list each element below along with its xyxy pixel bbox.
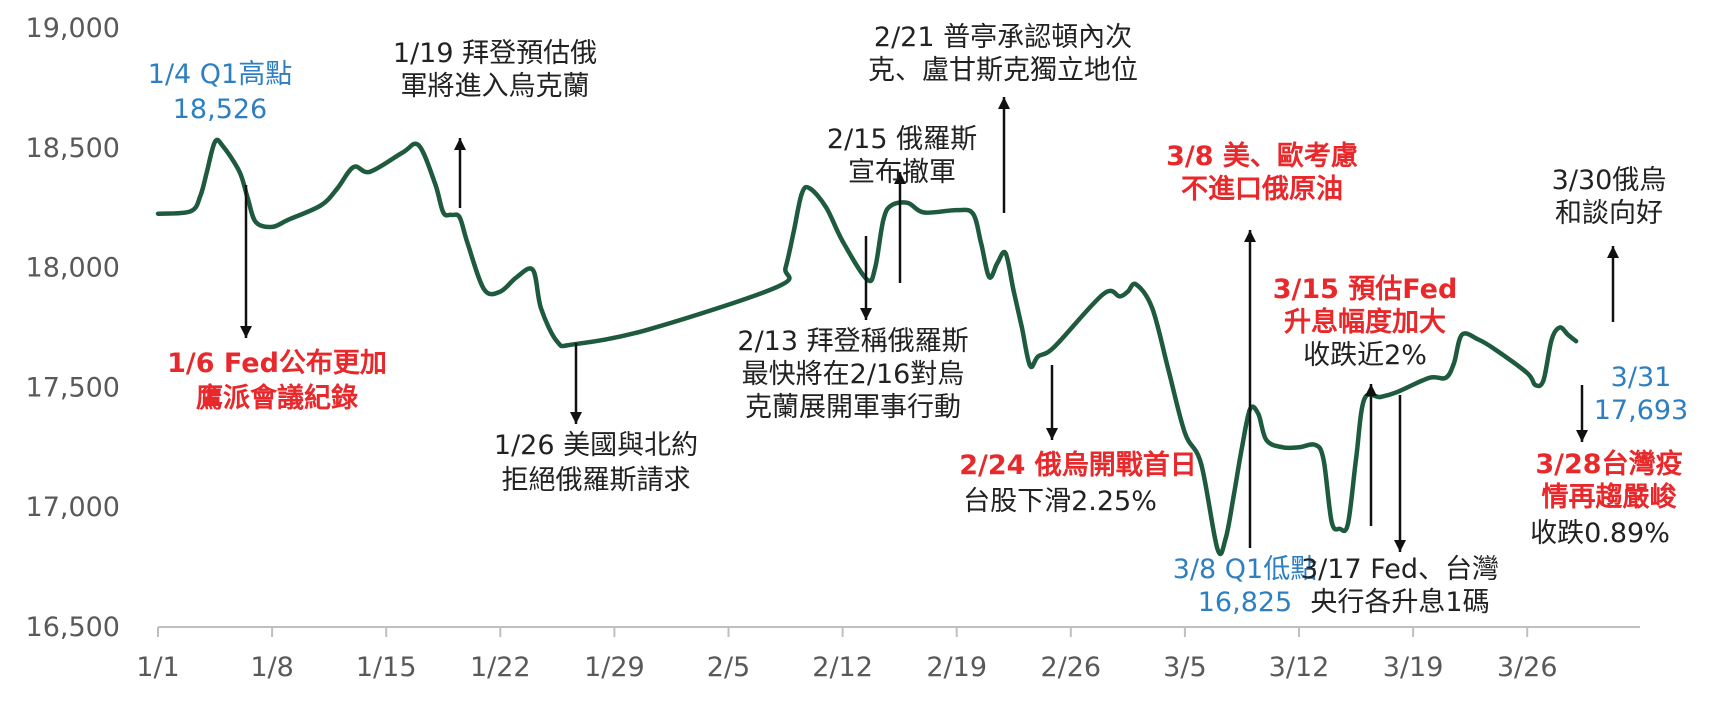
annotation-line: 17,693	[1594, 395, 1688, 426]
annotation-arrow	[860, 236, 872, 320]
x-axis-ticks: 1/1 1/8 1/15 1/22 1/29 2/5 2/12 2/19 2/26 3/5 3/12…	[136, 627, 1558, 683]
annotation-line: 3/17 Fed、台灣	[1301, 554, 1499, 585]
annotation-line: 最快將在2/16對烏	[742, 359, 965, 390]
x-tick-label: 1/8	[250, 652, 293, 683]
annotation-line: 鷹派會議紀錄	[196, 382, 358, 414]
x-tick-label: 3/19	[1383, 652, 1444, 683]
annotation-line: 軍將進入烏克蘭	[401, 71, 590, 102]
y-tick-label: 19,000	[26, 13, 120, 44]
annotation-line: 1/26 美國與北約	[494, 430, 698, 461]
x-tick-label: 1/15	[356, 652, 417, 683]
y-tick-label: 18,500	[26, 133, 120, 164]
annotation-arrow	[1394, 395, 1406, 552]
annotation-label: 2/24 俄烏開戰首日	[959, 449, 1197, 481]
x-tick-label: 3/12	[1269, 652, 1330, 683]
annotation-line: 克、盧甘斯克獨立地位	[868, 55, 1138, 86]
annotation-line: 3/31	[1611, 362, 1672, 393]
annotation-line: 收跌近2%	[1303, 340, 1427, 371]
annotation-line: 3/30俄烏	[1552, 165, 1667, 196]
y-tick-label: 18,000	[26, 253, 120, 284]
annotation-line: 升息幅度加大	[1284, 306, 1446, 338]
annotation-line: 2/13 拜登稱俄羅斯	[737, 326, 968, 357]
annotation-line: 18,526	[173, 94, 267, 125]
annotation-arrow	[1607, 246, 1619, 322]
annotation-line: 和談向好	[1555, 198, 1663, 229]
annotation-line: 情再趨嚴峻	[1542, 481, 1677, 513]
y-axis-ticks: 19,000 18,500 18,000 17,500 17,000 16,500	[26, 13, 120, 643]
annotation-arrow	[1365, 384, 1377, 526]
annotation-line: 1/6 Fed公布更加	[167, 348, 387, 379]
annotation-arrow	[1576, 385, 1588, 442]
annotation-line: 克蘭展開軍事行動	[745, 392, 961, 423]
annotation-arrow	[998, 97, 1010, 213]
annotation-line: 拒絕俄羅斯請求	[502, 465, 691, 496]
x-tick-label: 1/22	[470, 652, 531, 683]
annotation-line: 3/8 美、歐考慮	[1166, 140, 1358, 172]
annotation-arrows	[240, 97, 1619, 552]
x-tick-label: 2/19	[926, 652, 987, 683]
annotation-line: 3/28台灣疫	[1535, 448, 1682, 480]
annotation-line: 不進口俄原油	[1181, 174, 1343, 205]
annotation-line: 宣布撤軍	[848, 157, 956, 188]
annotation-arrow	[240, 185, 252, 338]
annotation-label: 台股下滑2.25%	[963, 486, 1157, 517]
x-tick-label: 1/1	[136, 652, 179, 683]
annotation-label: 收跌0.89%	[1530, 518, 1670, 549]
annotation-label: 1/4 Q1高點 18,526	[148, 59, 292, 125]
annotation-line: 1/19 拜登預估俄	[393, 38, 597, 69]
x-tick-label: 2/12	[812, 652, 873, 683]
annotation-arrow	[1046, 365, 1058, 440]
x-tick-label: 2/5	[707, 652, 750, 683]
annotation-line: 16,825	[1198, 587, 1292, 618]
series-line	[155, 137, 1579, 557]
annotation-line: 2/24 俄烏開戰首日	[959, 449, 1197, 481]
x-tick-label: 1/29	[584, 652, 645, 683]
annotation-line: 台股下滑2.25%	[963, 486, 1157, 517]
x-tick-label: 3/26	[1497, 652, 1558, 683]
y-tick-label: 17,500	[26, 372, 120, 403]
x-tick-label: 2/26	[1040, 652, 1101, 683]
x-tick-label: 3/5	[1163, 652, 1206, 683]
y-tick-label: 17,000	[26, 492, 120, 523]
annotation-arrow	[570, 343, 582, 424]
annotation-arrow	[894, 172, 906, 283]
annotation-line: 1/4 Q1高點	[148, 59, 292, 90]
annotation-line: 央行各升息1碼	[1310, 587, 1489, 618]
annotation-label: 收跌近2%	[1303, 340, 1427, 371]
annotation-line: 3/15 預估Fed	[1273, 274, 1458, 305]
annotation-arrow	[454, 138, 466, 208]
annotation-line: 2/21 普亭承認頓內次	[874, 22, 1132, 53]
annotation-arrow	[1244, 230, 1256, 548]
y-tick-label: 16,500	[26, 612, 120, 643]
annotation-line: 2/15 俄羅斯	[827, 124, 977, 155]
annotation-line: 收跌0.89%	[1530, 518, 1670, 549]
annotation-line: 3/8 Q1低點	[1173, 554, 1317, 585]
